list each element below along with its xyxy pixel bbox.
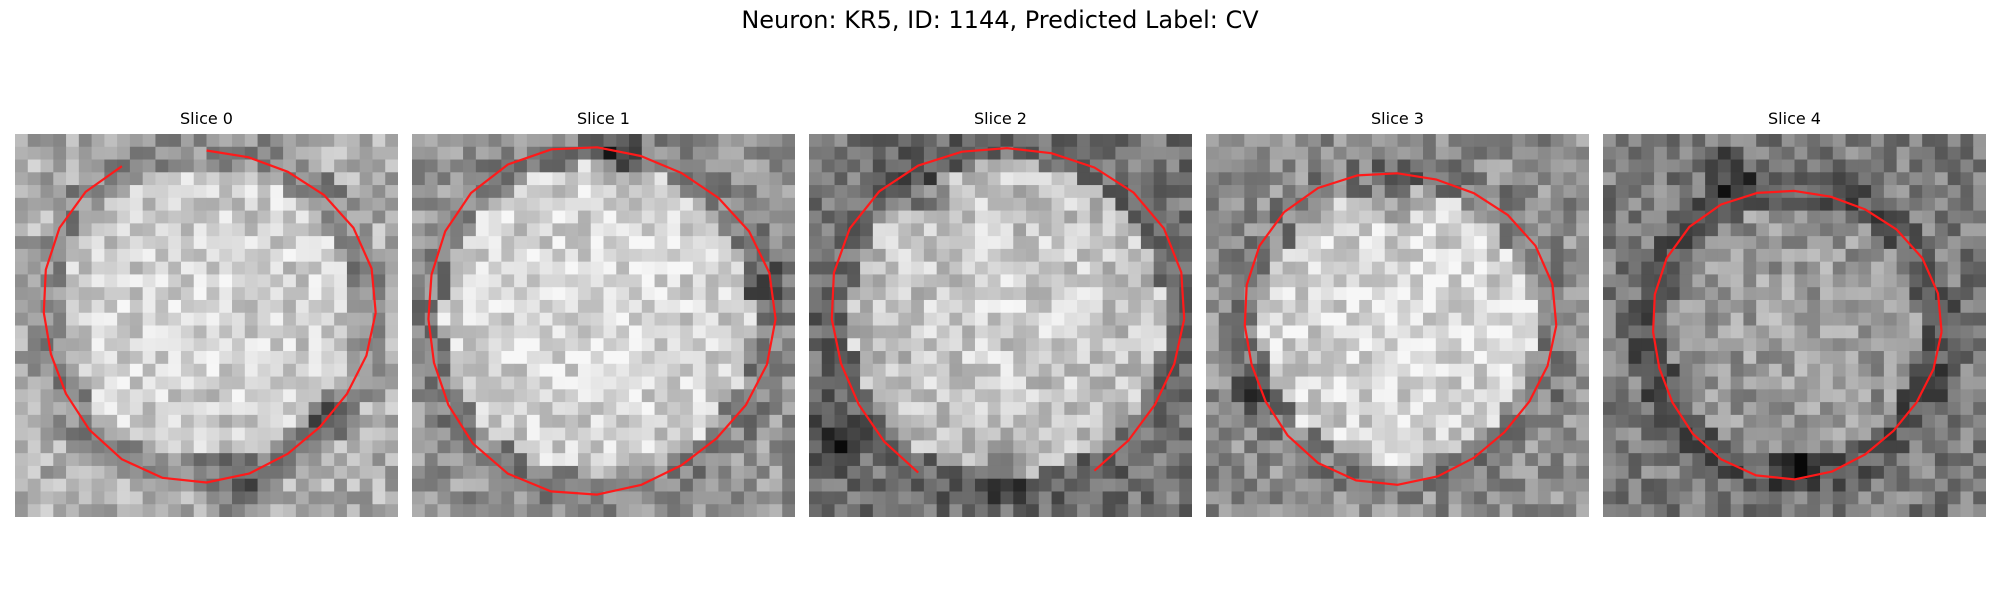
segmentation-contour (830, 147, 1186, 474)
slice-panel-2: Slice 2 (809, 108, 1192, 517)
slice-title-4: Slice 4 (1768, 109, 1821, 128)
figure-title: Neuron: KR5, ID: 1144, Predicted Label: … (741, 6, 1259, 34)
pixel-grid (1603, 134, 1986, 517)
pixel-grid (412, 134, 795, 517)
slice-title-0: Slice 0 (180, 109, 233, 128)
slice-title-2: Slice 2 (974, 109, 1027, 128)
slice-image-3 (1206, 134, 1589, 517)
slice-image-1 (412, 134, 795, 517)
pixel-grid (809, 134, 1192, 517)
pixel-grid (15, 134, 398, 517)
slice-panel-4: Slice 4 (1603, 108, 1986, 517)
slice-title-3: Slice 3 (1371, 109, 1424, 128)
slice-image-2 (809, 134, 1192, 517)
slice-panel-3: Slice 3 (1206, 108, 1589, 517)
segmentation-contour (1652, 189, 1943, 481)
slice-image-4 (1603, 134, 1986, 517)
pixel-grid (1206, 134, 1589, 517)
slice-title-1: Slice 1 (577, 109, 630, 128)
segmentation-contour (427, 146, 777, 496)
segmentation-contour (42, 149, 377, 484)
segmentation-contour (1243, 172, 1558, 486)
slice-panel-0: Slice 0 (15, 108, 398, 517)
slice-image-0 (15, 134, 398, 517)
slice-panel-1: Slice 1 (412, 108, 795, 517)
